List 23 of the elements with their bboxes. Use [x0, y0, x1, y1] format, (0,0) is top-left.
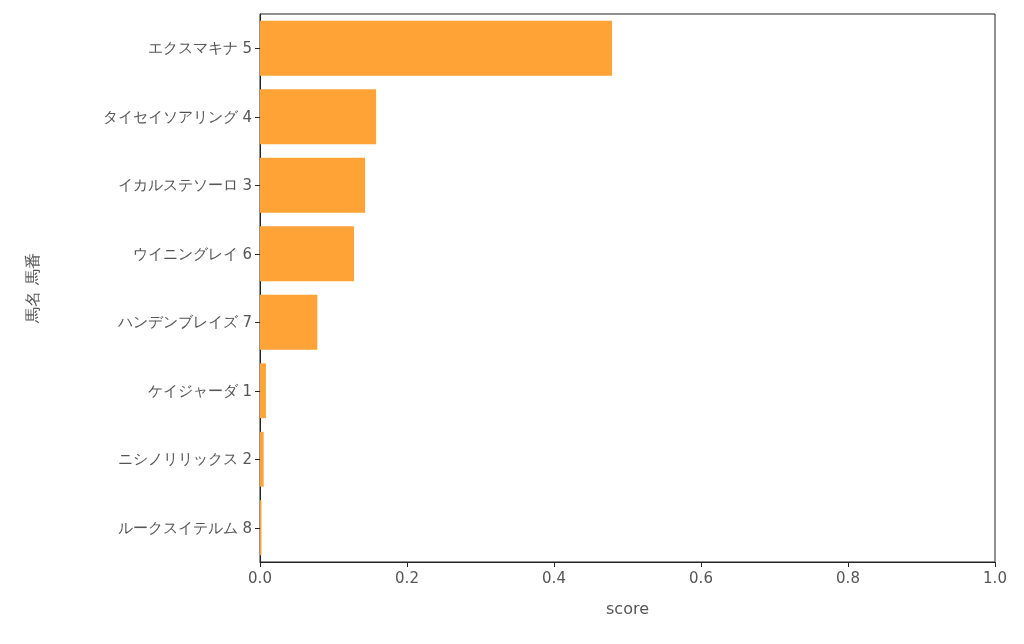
- y-tick-label: ウイニングレイ 6: [132, 244, 252, 263]
- bar: [260, 363, 266, 419]
- x-tick-label: 1.0: [983, 568, 1007, 587]
- x-tick-label: 0.8: [836, 568, 860, 587]
- bar: [260, 20, 613, 76]
- bar: [260, 294, 318, 350]
- bar: [260, 226, 355, 282]
- x-tick-label: 0.2: [395, 568, 419, 587]
- x-tick-label: 0.4: [542, 568, 566, 587]
- bar: [260, 157, 366, 213]
- y-tick-label: イカルステソーロ 3: [117, 176, 252, 195]
- y-tick-label: タイセイソアリング 4: [102, 107, 252, 126]
- y-tick-label: ニシノリリックス 2: [117, 450, 252, 469]
- bar: [260, 89, 377, 145]
- y-tick-label: ケイジャーダ 1: [147, 381, 252, 400]
- bar: [260, 431, 264, 487]
- y-tick-label: ルークスイテルム 8: [117, 518, 252, 537]
- x-tick-label: 0.0: [248, 568, 272, 587]
- y-tick-label: エクスマキナ 5: [147, 39, 252, 58]
- x-axis-title: score: [606, 598, 649, 618]
- y-axis-title: 馬名 馬番: [22, 253, 42, 324]
- x-tick-label: 0.6: [689, 568, 713, 587]
- y-tick-label: ハンデンブレイズ 7: [116, 313, 252, 332]
